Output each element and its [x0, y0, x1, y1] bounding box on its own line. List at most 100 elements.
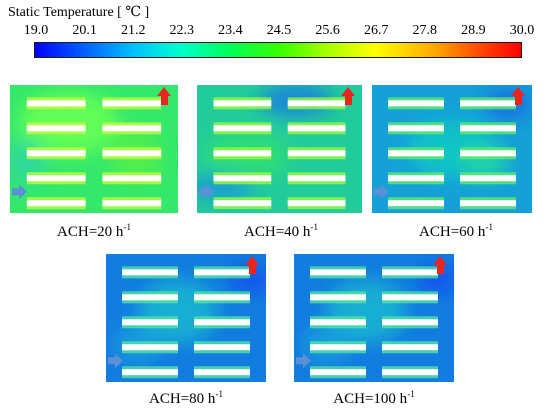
server-rack [102, 125, 162, 132]
server-rack [310, 344, 366, 351]
room-contour [106, 254, 266, 382]
inlet-arrow-icon [108, 353, 123, 369]
server-rack [382, 319, 438, 326]
server-rack [287, 175, 346, 182]
panel-caption: ACH=20 h-1 [57, 222, 131, 241]
colorbar-tick-label: 28.9 [461, 23, 486, 38]
outlet-arrow-icon [511, 87, 525, 105]
server-rack [388, 200, 444, 207]
server-rack [213, 125, 272, 132]
caption-exponent: -1 [123, 222, 131, 232]
outlet-arrow-icon [245, 256, 259, 274]
server-rack [122, 369, 178, 376]
panel-caption: ACH=60 h-1 [419, 222, 493, 241]
room-contour [294, 254, 454, 382]
server-rack [388, 150, 444, 157]
server-rack [388, 175, 444, 182]
colorbar-tick-label: 21.2 [120, 23, 146, 38]
room-contour [10, 85, 178, 213]
server-rack [102, 175, 162, 182]
server-rack [287, 100, 346, 107]
server-rack [194, 369, 250, 376]
caption-text: ACH=20 h [57, 224, 124, 240]
server-rack [26, 100, 86, 107]
inlet-arrow-icon [199, 184, 214, 200]
server-rack [122, 269, 178, 276]
temperature-field [372, 85, 532, 213]
server-rack [194, 294, 250, 301]
caption-exponent: -1 [310, 222, 318, 232]
inlet-arrow-icon [374, 184, 389, 200]
server-rack [310, 369, 366, 376]
caption-text: ACH=100 h [333, 391, 408, 407]
room-temperature-panel [372, 85, 532, 213]
colorbar-tick-label: 30.0 [509, 23, 535, 38]
server-rack [26, 125, 86, 132]
server-rack [194, 344, 250, 351]
panel-caption: ACH=80 h-1 [149, 389, 223, 408]
server-rack [310, 294, 366, 301]
outlet-arrow-icon [341, 87, 355, 105]
colorbar-tick-label: 20.1 [72, 23, 97, 38]
room-contour [197, 85, 362, 213]
server-rack [213, 175, 272, 182]
room-contour [372, 85, 532, 213]
colorbar-tick-label: 19.0 [23, 23, 49, 38]
server-rack [382, 369, 438, 376]
colorbar-tick-label: 23.4 [218, 23, 243, 38]
server-rack [213, 150, 272, 157]
server-rack [102, 100, 162, 107]
server-rack [287, 200, 346, 207]
server-rack [460, 200, 516, 207]
temperature-field [10, 85, 178, 213]
server-rack [287, 125, 346, 132]
server-rack [122, 319, 178, 326]
server-rack [287, 150, 346, 157]
room-temperature-panel [197, 85, 362, 213]
caption-text: ACH=80 h [149, 391, 216, 407]
server-rack [460, 150, 516, 157]
server-rack [382, 269, 438, 276]
server-rack [310, 319, 366, 326]
caption-exponent: -1 [407, 389, 415, 399]
colorbar-tick-label: 26.7 [363, 23, 389, 38]
room-temperature-panel [294, 254, 454, 382]
temperature-field [294, 254, 454, 382]
caption-exponent: -1 [215, 389, 223, 399]
colorbar-title: Static Temperature [ ℃ ] [8, 5, 150, 20]
panel-caption: ACH=100 h-1 [333, 389, 414, 408]
server-rack [122, 294, 178, 301]
colorbar-tick-label: 24.5 [266, 23, 292, 38]
server-rack [460, 175, 516, 182]
outlet-arrow-icon [157, 87, 171, 105]
server-rack [194, 269, 250, 276]
caption-text: ACH=40 h [244, 224, 311, 240]
server-rack [388, 100, 444, 107]
caption-exponent: -1 [485, 222, 493, 232]
server-rack [102, 150, 162, 157]
server-rack [213, 200, 272, 207]
server-rack [102, 200, 162, 207]
server-rack [460, 125, 516, 132]
caption-text: ACH=60 h [419, 224, 486, 240]
room-temperature-panel [106, 254, 266, 382]
colorbar-tick-label: 27.8 [412, 23, 438, 38]
server-rack [382, 294, 438, 301]
server-rack [194, 319, 250, 326]
server-rack [26, 200, 86, 207]
server-rack [213, 100, 272, 107]
server-rack [122, 344, 178, 351]
server-rack [26, 150, 86, 157]
temperature-colorbar [34, 42, 522, 58]
room-temperature-panel [10, 85, 178, 213]
inlet-arrow-icon [12, 184, 27, 200]
server-rack [26, 175, 86, 182]
inlet-arrow-icon [296, 353, 311, 369]
outlet-arrow-icon [433, 256, 447, 274]
colorbar-tick-labels: 19.0 20.1 21.2 22.3 23.4 24.5 25.6 26.7 27.8 28.9… [10, 23, 540, 41]
temperature-field [106, 254, 266, 382]
colorbar-tick-label: 25.6 [315, 23, 340, 38]
server-rack [460, 100, 516, 107]
server-rack [382, 344, 438, 351]
panel-caption: ACH=40 h-1 [244, 222, 318, 241]
